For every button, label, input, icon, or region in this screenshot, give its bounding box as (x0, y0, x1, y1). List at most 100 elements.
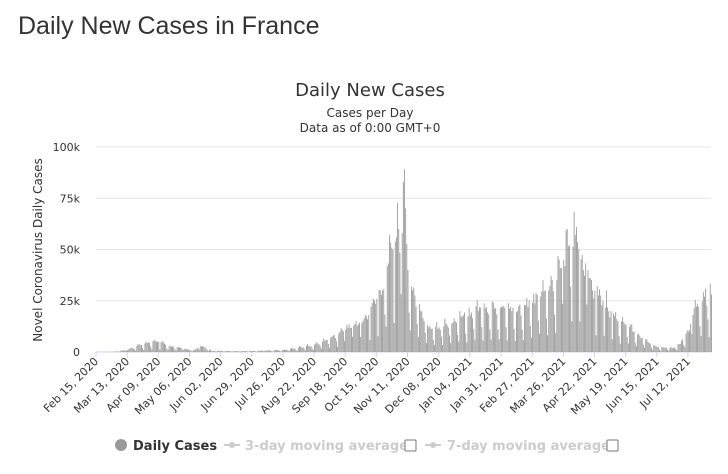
bar (615, 312, 617, 352)
bar (487, 312, 489, 352)
bar (157, 341, 159, 352)
bar (346, 324, 348, 352)
bar (647, 341, 649, 352)
bar (464, 312, 465, 352)
bar (465, 333, 467, 352)
bar (486, 306, 487, 352)
bar (413, 287, 415, 352)
bar (276, 350, 277, 352)
legend-marker-7day (430, 442, 436, 448)
bar (272, 351, 274, 352)
bar (602, 300, 604, 352)
bar (412, 290, 414, 352)
bar (480, 307, 482, 352)
bar (634, 342, 636, 352)
bar (139, 345, 141, 352)
legend-item-daily-cases[interactable]: Daily Cases (115, 439, 217, 454)
bar (209, 349, 210, 352)
bar (307, 344, 309, 352)
bar (323, 338, 325, 352)
bar (421, 311, 423, 352)
bar (356, 325, 358, 352)
bar (709, 284, 711, 352)
bar (491, 301, 493, 352)
bar (426, 343, 427, 352)
bar (528, 300, 530, 352)
bar (653, 345, 655, 352)
bar (306, 345, 307, 352)
bar (557, 255, 559, 352)
bar (337, 346, 339, 352)
bar (682, 339, 684, 352)
bar (417, 336, 419, 352)
bar (555, 332, 557, 352)
bar (127, 349, 129, 352)
bar (459, 311, 461, 352)
bar (300, 346, 302, 352)
bar (334, 337, 336, 352)
bar (190, 350, 192, 352)
bar (213, 350, 215, 352)
bar (517, 311, 519, 352)
bar (424, 332, 426, 352)
bar (263, 351, 265, 352)
bar (205, 348, 207, 352)
bar (449, 335, 450, 352)
bar (492, 302, 494, 352)
bar (220, 350, 222, 352)
bar (237, 351, 239, 352)
bar (550, 275, 552, 352)
bar (669, 347, 671, 352)
bar (479, 307, 480, 352)
bar (563, 259, 565, 352)
bar (329, 347, 330, 352)
bar (462, 315, 464, 352)
bar (477, 311, 479, 352)
bar (243, 351, 245, 352)
bar (207, 351, 209, 352)
bar (657, 346, 659, 352)
bar (679, 343, 681, 352)
bar (616, 319, 618, 352)
bar (180, 347, 182, 352)
bar (687, 331, 689, 352)
bar (376, 298, 378, 352)
bar (310, 346, 312, 352)
bar (326, 339, 328, 352)
bar (558, 259, 560, 352)
bar (497, 329, 499, 352)
bar (681, 341, 682, 352)
bar (284, 349, 285, 352)
y-tick-label: 75k (60, 192, 81, 205)
bar (437, 328, 439, 352)
bar (521, 329, 523, 352)
bar (475, 306, 477, 352)
bar (303, 348, 305, 352)
legend-checkbox-3day[interactable] (404, 439, 417, 452)
bar (476, 300, 478, 352)
bar (359, 322, 360, 352)
bar (685, 333, 687, 352)
bar (211, 350, 213, 352)
bar (651, 347, 652, 352)
legend-item-7day[interactable]: 7-day moving average (425, 439, 619, 454)
bar (507, 303, 509, 352)
bar (257, 350, 259, 352)
bar (374, 300, 375, 352)
bar (600, 295, 602, 352)
bar (586, 304, 588, 352)
bar (529, 326, 531, 352)
bar (304, 350, 306, 352)
bar (400, 294, 402, 352)
bar (369, 339, 371, 352)
bar (556, 280, 558, 352)
bar (420, 311, 422, 352)
bar (141, 344, 142, 352)
bar (469, 315, 471, 352)
bar (625, 325, 627, 352)
legend-item-3day[interactable]: 3-day moving average (224, 439, 417, 454)
legend-checkbox-7day[interactable] (606, 439, 619, 452)
bar (366, 316, 367, 352)
bar (371, 303, 373, 352)
bar (206, 350, 208, 352)
